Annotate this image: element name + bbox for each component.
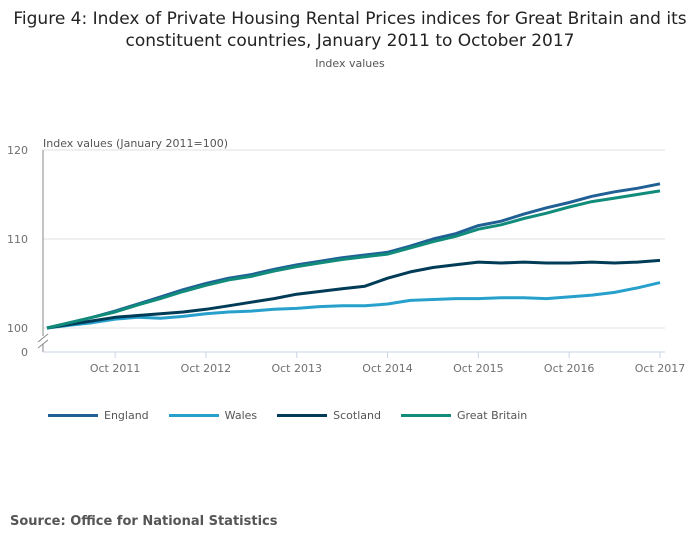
legend-item: Great Britain bbox=[400, 409, 528, 422]
x-tick-label: Oct 2015 bbox=[453, 362, 504, 375]
y-tick-label: 110 bbox=[7, 233, 28, 246]
chart-subtitle: Index values bbox=[315, 57, 385, 70]
line-chart: Index values (January 2011=100) 100 110 12… bbox=[7, 137, 686, 375]
x-tick-label: Oct 2012 bbox=[181, 362, 232, 375]
legend-label: England bbox=[104, 409, 149, 422]
y-axis-label: Index values (January 2011=100) bbox=[43, 137, 228, 150]
legend: England Wales Scotland Great Britain bbox=[48, 409, 547, 422]
legend-label: Scotland bbox=[333, 409, 381, 422]
legend-swatch bbox=[48, 414, 98, 417]
x-tick-label: Oct 2016 bbox=[544, 362, 595, 375]
x-tick-label: Oct 2013 bbox=[271, 362, 322, 375]
x-tick-label: Oct 2017 bbox=[635, 362, 686, 375]
legend-item: England bbox=[48, 409, 149, 422]
legend-item: Scotland bbox=[277, 409, 381, 422]
x-tick-label: Oct 2014 bbox=[362, 362, 413, 375]
legend-label: Wales bbox=[224, 409, 258, 422]
y-tick-label: 100 bbox=[7, 322, 28, 335]
legend-swatch bbox=[277, 414, 328, 417]
legend-label: Great Britain bbox=[456, 409, 528, 422]
series-line-scotland bbox=[46, 258, 661, 330]
legend-swatch bbox=[400, 414, 451, 417]
y-tick-label: 0 bbox=[21, 346, 28, 359]
legend-item: Wales bbox=[168, 409, 258, 422]
source-note: Source: Office for National Statistics bbox=[10, 514, 278, 529]
chart-title: Figure 4: Index of Private Housing Renta… bbox=[13, 9, 687, 51]
series-line-great-britain bbox=[46, 189, 661, 330]
axis-break-mark bbox=[37, 339, 49, 349]
axis-break-mark bbox=[37, 333, 49, 343]
legend-swatch bbox=[168, 414, 219, 417]
series-line-wales bbox=[46, 281, 661, 330]
y-tick-label: 120 bbox=[7, 144, 28, 157]
x-tick-label: Oct 2011 bbox=[90, 362, 141, 375]
